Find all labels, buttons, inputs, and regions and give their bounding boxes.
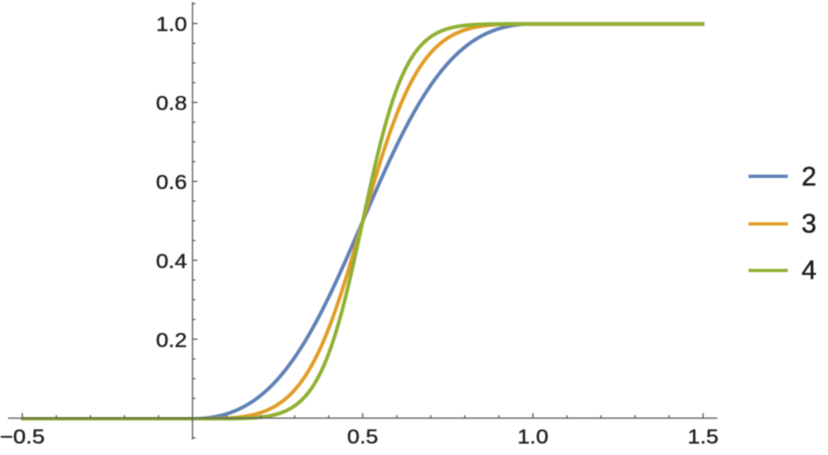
svg-text:1.0: 1.0: [156, 14, 187, 36]
svg-text:3: 3: [802, 209, 817, 239]
svg-text:1.5: 1.5: [688, 426, 719, 448]
svg-text:0.8: 0.8: [156, 93, 187, 115]
svg-text:0.4: 0.4: [156, 251, 187, 273]
svg-text:4: 4: [802, 255, 817, 285]
svg-text:0.5: 0.5: [347, 426, 378, 448]
svg-text:0.6: 0.6: [156, 172, 187, 194]
svg-text:1.0: 1.0: [517, 426, 548, 448]
svg-text:2: 2: [802, 162, 817, 192]
svg-text:−0.5: −0.5: [0, 426, 45, 448]
svg-text:0.2: 0.2: [156, 330, 187, 352]
